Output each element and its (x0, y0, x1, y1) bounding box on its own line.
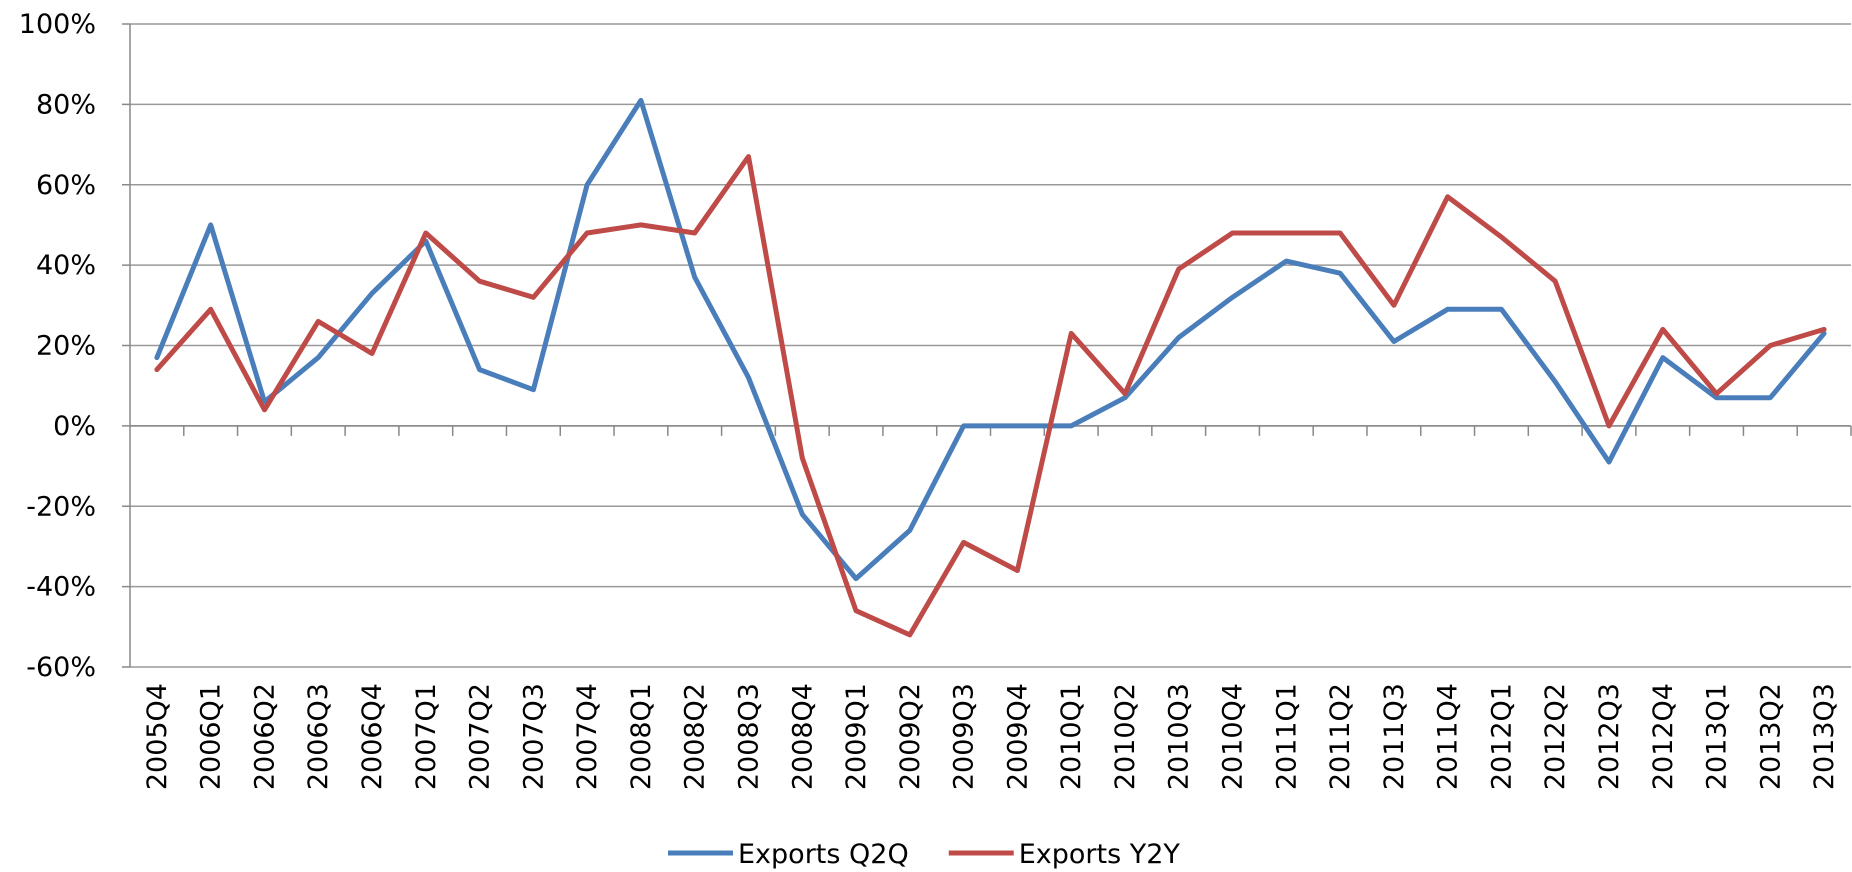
x-tick-label: 2006Q2 (249, 683, 280, 790)
series-line (154, 154, 1827, 638)
x-tick-label: 2013Q3 (1809, 683, 1840, 790)
x-tick-label: 2005Q4 (142, 683, 173, 790)
x-tick-label: 2013Q2 (1755, 683, 1786, 790)
x-tick-label: 2011Q4 (1433, 683, 1464, 790)
x-tick-label: 2007Q1 (411, 683, 442, 790)
x-tick-label: 2007Q3 (518, 683, 549, 790)
x-tick-label: 2011Q2 (1325, 683, 1356, 790)
x-tick-label: 2010Q3 (1164, 683, 1195, 790)
x-tick-label: 2012Q4 (1648, 683, 1679, 790)
y-tick-label: 40% (36, 250, 96, 281)
x-tick-label: 2008Q2 (680, 683, 711, 790)
x-tick-label: 2011Q3 (1379, 683, 1410, 790)
y-tick-label: 80% (36, 89, 96, 120)
x-tick-label: 2006Q3 (303, 683, 334, 790)
y-tick-label: -60% (26, 652, 96, 683)
x-tick-label: 2007Q4 (572, 683, 603, 790)
y-tick-label: -40% (26, 572, 96, 603)
y-tick-label: -20% (26, 491, 96, 522)
x-tick-label: 2007Q2 (465, 683, 496, 790)
x-tick-label: 2009Q3 (949, 683, 980, 790)
x-tick-label: 2012Q2 (1540, 683, 1571, 790)
x-tick-label: 2008Q4 (787, 683, 818, 790)
x-tick-label: 2009Q4 (1002, 683, 1033, 790)
x-tick-label: 2010Q4 (1218, 683, 1249, 790)
x-tick-label: 2009Q1 (841, 683, 872, 790)
y-tick-label: 20% (36, 331, 96, 362)
series-line (154, 97, 1827, 582)
y-tick-label: 60% (36, 170, 96, 201)
x-tick-label: 2008Q1 (626, 683, 657, 790)
legend-label: Exports Q2Q (738, 839, 909, 870)
x-tick-label: 2006Q4 (357, 683, 388, 790)
x-tick-label: 2013Q1 (1702, 683, 1733, 790)
x-tick-label: 2008Q3 (733, 683, 764, 790)
x-tick-label: 2010Q1 (1056, 683, 1087, 790)
x-tick-label: 2012Q3 (1594, 683, 1625, 790)
x-tick-label: 2006Q1 (196, 683, 227, 790)
x-tick-label: 2012Q1 (1486, 683, 1517, 790)
x-tick-label: 2010Q2 (1110, 683, 1141, 790)
legend-label: Exports Y2Y (1019, 839, 1181, 870)
y-tick-label: 0% (53, 411, 96, 442)
x-tick-label: 2009Q2 (895, 683, 926, 790)
x-tick-label: 2011Q1 (1271, 683, 1302, 790)
y-tick-label: 100% (19, 9, 96, 40)
